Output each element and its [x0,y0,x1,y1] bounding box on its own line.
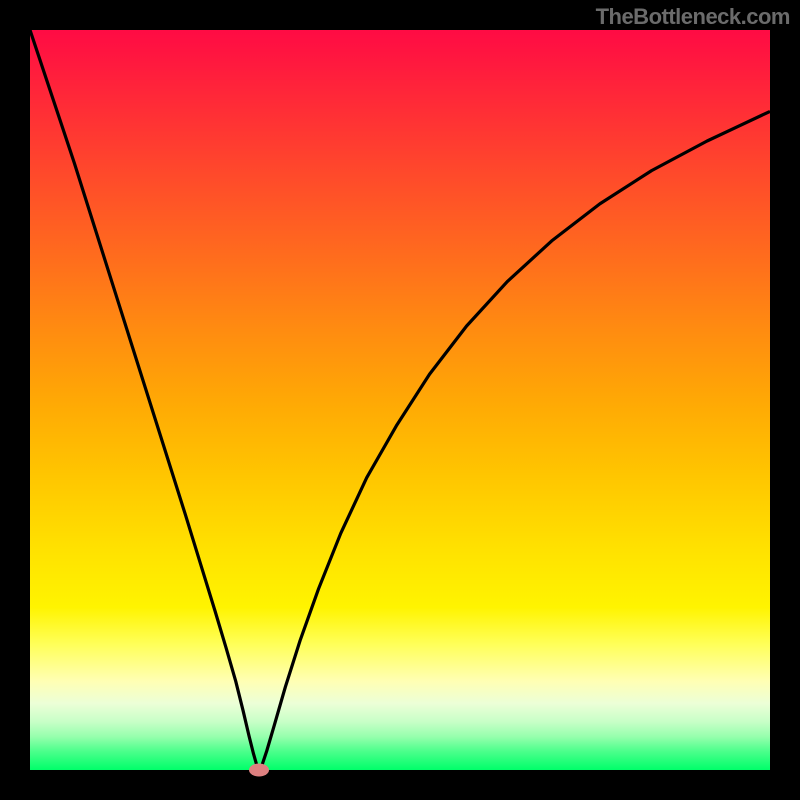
plot-area [30,30,770,770]
chart-svg [30,30,770,770]
minimum-marker [249,764,269,777]
gradient-background [30,30,770,770]
watermark-text: TheBottleneck.com [596,4,790,30]
chart-container: TheBottleneck.com [0,0,800,800]
